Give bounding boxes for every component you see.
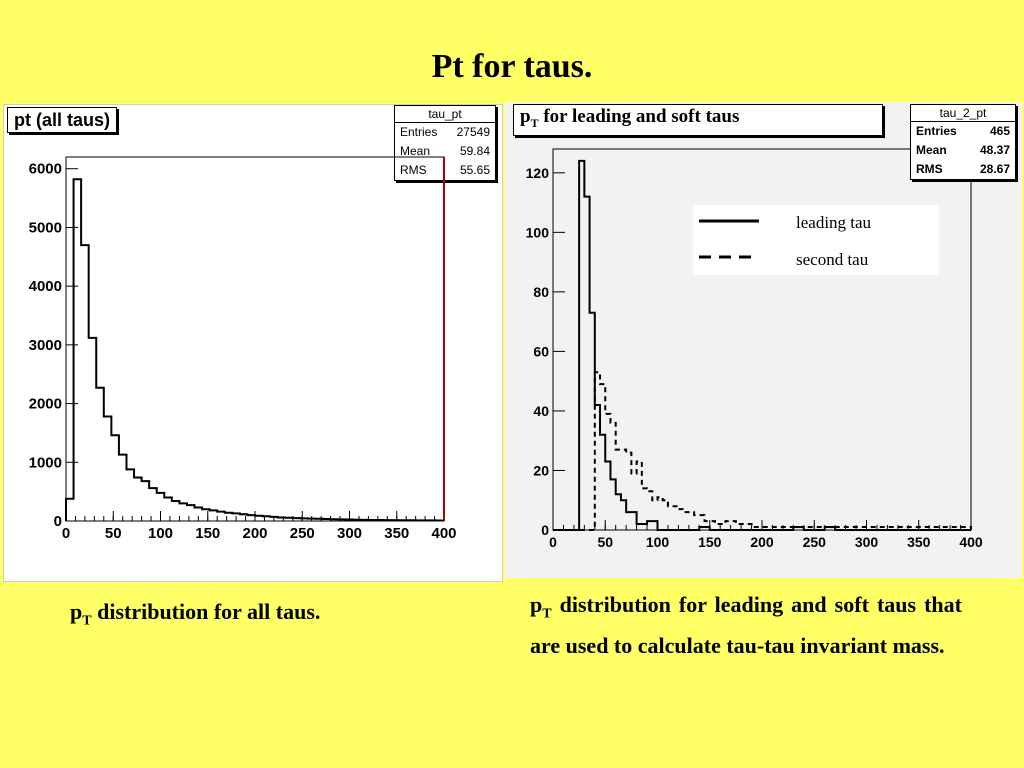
x-tick-label: 400 xyxy=(959,534,983,550)
histogram-series-hist xyxy=(65,178,445,522)
x-tick-label: 350 xyxy=(384,525,409,542)
x-tick-label: 150 xyxy=(698,534,722,550)
left-stats-box: tau_pt Entries 27549 Mean 59.84 RMS 55.65 xyxy=(394,105,496,181)
y-tick-label: 3000 xyxy=(29,337,62,354)
right-caption-p: p xyxy=(530,592,543,617)
y-tick-label: 100 xyxy=(526,224,550,240)
right-stats-name: tau_2_pt xyxy=(911,105,1015,122)
x-tick-label: 100 xyxy=(646,534,670,550)
right-title-rest: for leading and soft taus xyxy=(538,106,740,127)
x-tick-label: 50 xyxy=(105,525,122,542)
x-tick-label: 0 xyxy=(62,525,70,542)
right-caption-sub: T xyxy=(542,606,552,622)
y-tick-label: 0 xyxy=(541,522,549,538)
right-caption: pT distribution for leading and soft tau… xyxy=(530,589,962,662)
left-histogram-panel: pt (all taus) tau_pt Entries 27549 Mean 59… xyxy=(3,104,503,582)
legend-second-label: second tau xyxy=(796,250,869,269)
right-caption-text: distribution for leading and soft taus t… xyxy=(530,592,962,659)
left-entries-value: 27549 xyxy=(456,125,490,139)
y-tick-label: 0 xyxy=(54,513,62,530)
histogram-series-leading-tau xyxy=(553,159,971,531)
right-mean-value: 48.37 xyxy=(979,143,1010,157)
y-tick-label: 40 xyxy=(533,403,549,419)
y-tick-label: 4000 xyxy=(29,278,62,295)
x-tick-label: 100 xyxy=(148,525,173,542)
right-mean-label: Mean xyxy=(916,143,947,157)
right-rms-label: RMS xyxy=(916,162,943,176)
x-tick-label: 350 xyxy=(907,534,931,550)
left-histogram-title: pt (all taus) xyxy=(7,107,118,133)
y-tick-label: 2000 xyxy=(29,396,62,413)
plot-frame xyxy=(65,156,445,522)
left-caption: pT distribution for all taus. xyxy=(70,596,320,637)
left-caption-p: p xyxy=(70,599,83,624)
right-histogram-title: pT for leading and soft taus xyxy=(513,104,883,136)
left-stats-name: tau_pt xyxy=(395,106,495,123)
y-tick-label: 1000 xyxy=(29,454,62,471)
x-tick-label: 250 xyxy=(803,534,827,550)
right-histogram-panel: 0 50 100 150 200 250 300 350 400 0 20 40 60 80 100 120 … xyxy=(505,102,1022,578)
x-tick-label: 0 xyxy=(549,534,557,550)
y-tick-label: 6000 xyxy=(29,161,62,178)
right-title-p: p xyxy=(520,106,531,127)
x-tick-label: 300 xyxy=(855,534,879,550)
right-legend: leading tau second tau xyxy=(693,205,939,275)
left-mean-value: 59.84 xyxy=(459,144,490,158)
x-tick-label: 400 xyxy=(431,525,456,542)
legend-leading-label: leading tau xyxy=(796,213,872,232)
x-tick-label: 300 xyxy=(337,525,362,542)
left-entries-label: Entries xyxy=(400,125,438,139)
right-rms-value: 28.67 xyxy=(979,162,1010,176)
left-rms-label: RMS xyxy=(400,163,427,177)
left-rms-value: 55.65 xyxy=(459,163,490,177)
y-tick-label: 20 xyxy=(533,462,549,478)
right-entries-label: Entries xyxy=(916,124,957,138)
histogram-series-second-tau xyxy=(553,371,972,531)
left-mean-label: Mean xyxy=(400,144,431,158)
slide-title: Pt for taus. xyxy=(431,48,593,85)
y-tick-label: 5000 xyxy=(29,219,62,236)
right-title-sub: T xyxy=(530,115,539,130)
x-tick-label: 50 xyxy=(597,534,613,550)
left-caption-text: distribution for all taus. xyxy=(91,599,321,624)
y-tick-label: 120 xyxy=(526,165,550,181)
left-caption-sub: T xyxy=(82,613,92,629)
y-tick-label: 60 xyxy=(533,343,549,359)
right-stats-box: tau_2_pt Entries 465 Mean 48.37 RMS 28.67 xyxy=(910,104,1016,180)
x-tick-label: 150 xyxy=(195,525,220,542)
y-tick-label: 80 xyxy=(533,284,549,300)
x-tick-label: 200 xyxy=(750,534,774,550)
x-tick-label: 250 xyxy=(290,525,315,542)
right-entries-value: 465 xyxy=(989,124,1010,138)
x-tick-label: 200 xyxy=(242,525,267,542)
